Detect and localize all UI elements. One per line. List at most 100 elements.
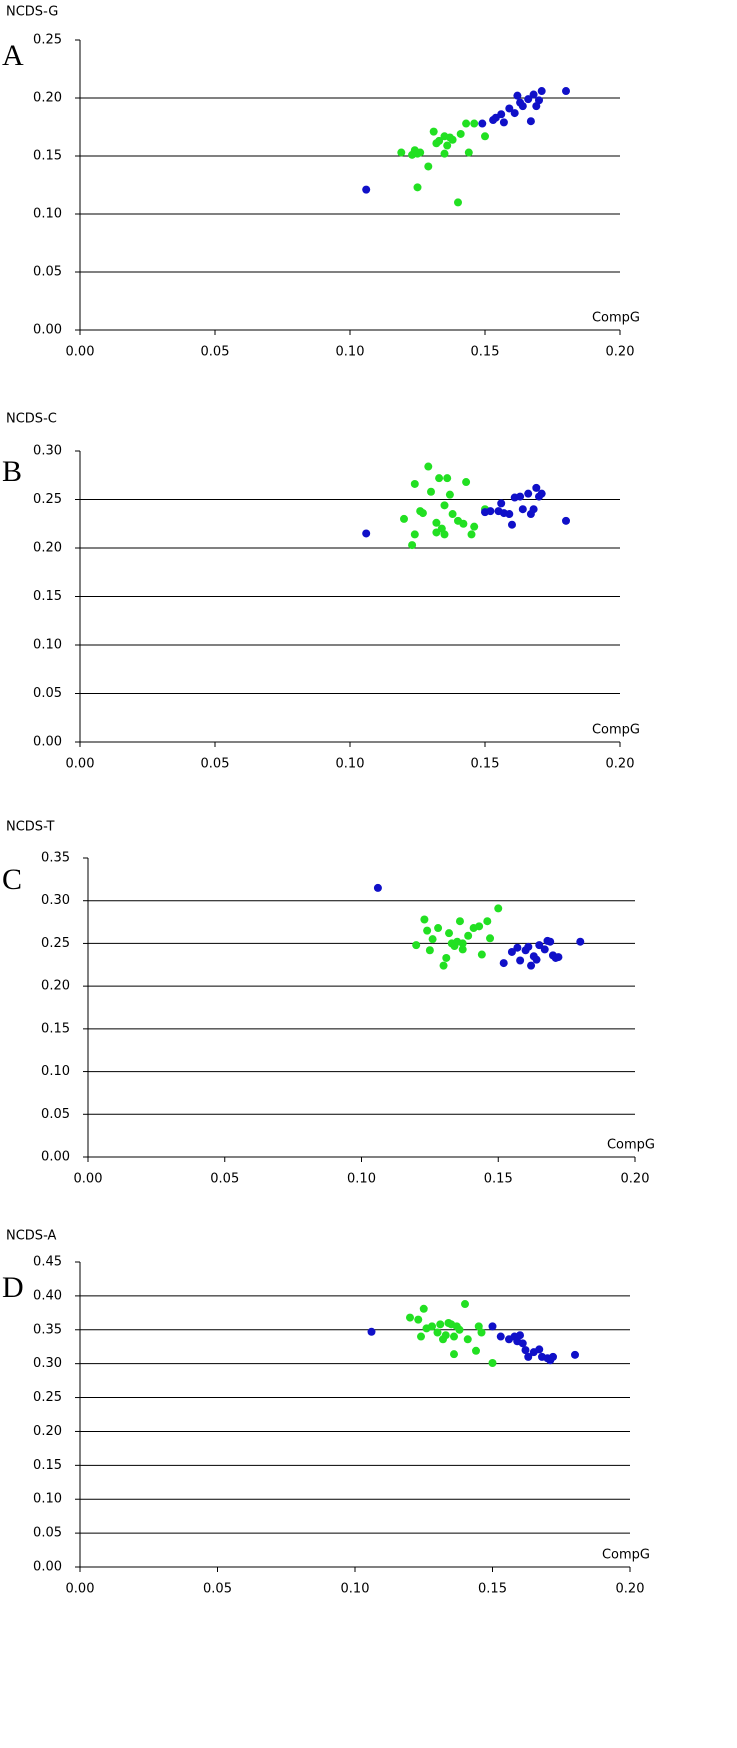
y-tick-label: 0.00 [41,1150,70,1165]
y-tick-label: 0.00 [33,323,62,338]
scatter-point [576,937,585,946]
x-tick-label: 0.00 [74,1172,103,1187]
x-tick-label: 0.20 [621,1172,650,1187]
scatter-point [488,1358,497,1367]
scatter-point [458,945,467,954]
scatter-point [436,1320,445,1329]
scatter-point [510,109,519,118]
scatter-point [486,507,495,516]
scatter-point [486,934,495,943]
scatter-point [420,915,429,924]
panel-letter: C [2,863,22,896]
scatter-point [527,961,536,970]
scatter-point [535,941,544,950]
scatter-point [562,87,570,96]
scatter-point [475,922,484,931]
scatter-point [549,1352,557,1361]
scatter-point [497,110,506,119]
x-tick-label: 0.00 [66,345,95,360]
y-tick-label: 0.20 [41,979,70,994]
scatter-point [518,505,527,514]
x-tick-label: 0.15 [478,1582,507,1597]
y-tick-label: 0.25 [33,33,62,48]
y-tick-label: 0.15 [41,1021,70,1036]
x-tick-label: 0.00 [66,1582,95,1597]
scatter-point [488,1322,497,1331]
y-tick-label: 0.15 [33,149,62,164]
scatter-point [461,1300,469,1309]
scatter-point [362,529,371,538]
scatter-point [499,118,508,127]
x-axis-title: CompG [592,311,640,326]
scatter-point [424,162,433,171]
scatter-point [474,1322,483,1331]
scatter-point [417,1332,425,1341]
scatter-point [467,530,476,539]
scatter-point [439,961,448,970]
scatter-point [454,198,462,207]
x-axis-title: CompG [602,1548,650,1563]
scatter-point [464,148,473,157]
scatter-point [513,91,522,100]
scatter-point [413,183,422,192]
scatter-point [433,1328,442,1337]
scatter-point [546,937,555,946]
scatter-point [496,1332,505,1341]
scatter-point [532,955,541,964]
scatter-point [429,127,438,136]
scatter-point [462,478,471,487]
scatter-point [521,1346,530,1355]
scatter-point [427,487,435,496]
scatter-point [448,510,457,519]
panel-letter: B [2,455,22,488]
scatter-point [571,1350,579,1359]
y-tick-label: 0.00 [33,735,62,750]
scatter-point [507,947,516,956]
scatter-point [529,90,538,99]
scatter-point [455,917,464,926]
x-tick-label: 0.10 [336,345,365,360]
x-axis-title: CompG [592,723,640,738]
scatter-point [464,931,473,940]
y-tick-label: 0.20 [33,1424,62,1439]
scatter-point [419,1304,428,1313]
scatter-point [428,935,437,944]
scatter-point [443,141,452,150]
y-axis-title: NCDS-T [6,820,55,835]
scatter-point [443,474,452,483]
y-tick-label: 0.30 [33,444,62,459]
scatter-point [518,102,527,111]
scatter-point [448,135,457,144]
scatter-point [508,520,516,529]
x-tick-label: 0.05 [203,1582,232,1597]
scatter-point [459,519,468,528]
y-axis-title: NCDS-C [6,412,57,427]
scatter-point [406,1313,414,1322]
scatter-point [516,1331,524,1340]
scatter-point [458,939,467,948]
x-tick-label: 0.05 [201,345,230,360]
scatter-point [554,953,563,962]
scatter-point [477,1328,486,1337]
scatter-point [463,1335,472,1344]
x-tick-label: 0.05 [210,1172,239,1187]
scatter-point [526,117,535,126]
y-tick-label: 0.30 [33,1356,62,1371]
scatter-point [435,136,444,145]
y-tick-label: 0.00 [33,1560,62,1575]
x-tick-label: 0.10 [336,757,365,772]
y-tick-label: 0.35 [41,851,70,866]
scatter-point [472,1346,480,1355]
y-tick-label: 0.15 [33,589,62,604]
scatter-point [483,917,492,926]
y-tick-label: 0.25 [33,1390,62,1405]
y-tick-label: 0.45 [33,1255,62,1270]
scatter-point [410,530,419,539]
scatter-point [532,483,541,492]
scatter-point [440,501,449,510]
x-tick-label: 0.00 [66,757,95,772]
scatter-point [440,149,449,158]
scatter-point [412,941,421,950]
